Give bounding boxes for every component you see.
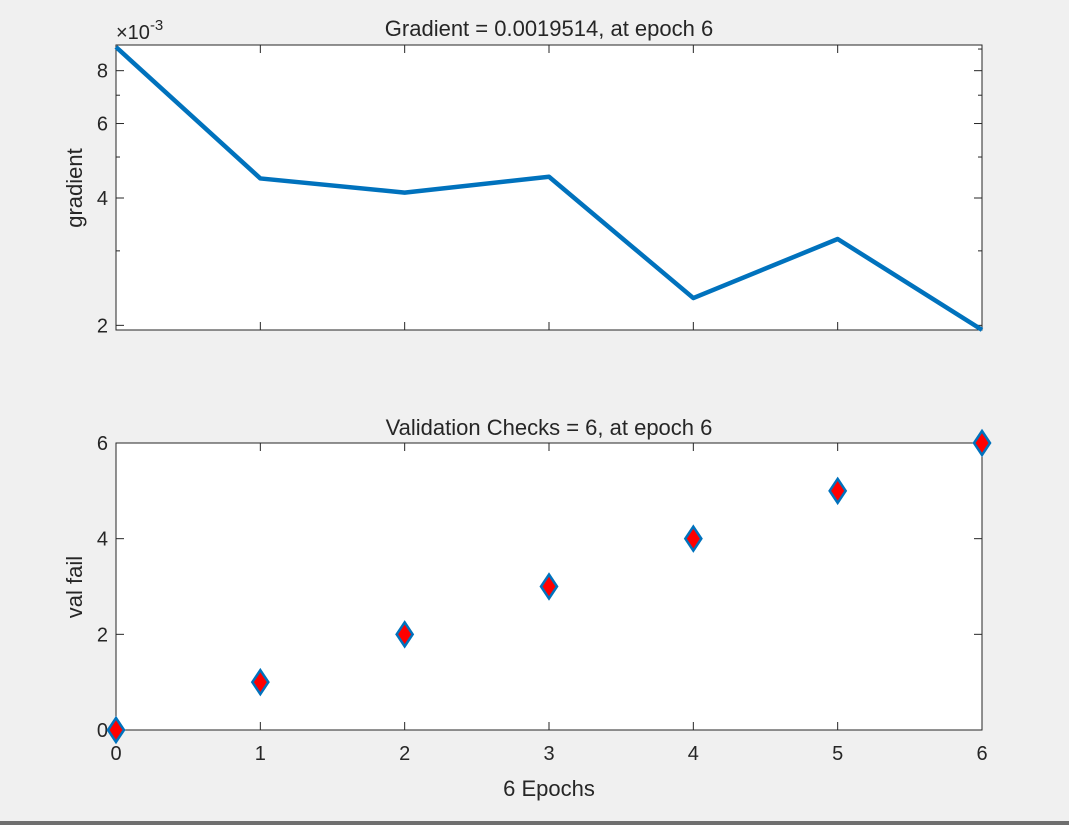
- validation-y-tick-label: 0: [97, 720, 108, 742]
- gradient-axes: 2 4 6 8: [97, 45, 983, 337]
- validation-axes: 0 1 2 3 4 5 6 0 2 4 6: [97, 433, 988, 765]
- window-bottom-border: [0, 821, 1069, 825]
- gradient-y-tick-label: 6: [97, 114, 108, 136]
- validation-y-axis-label: val fail: [62, 556, 87, 618]
- gradient-y-tick-label: 2: [97, 315, 108, 337]
- validation-x-tick-label: 6: [976, 743, 987, 765]
- gradient-y-tick-label: 8: [97, 61, 108, 83]
- validation-chart-title: Validation Checks = 6, at epoch 6: [386, 415, 713, 440]
- validation-x-tick-label: 3: [543, 743, 554, 765]
- gradient-chart: Gradient = 0.0019514, at epoch 6 gradien…: [62, 16, 984, 337]
- gradient-y-axis-label: gradient: [62, 148, 87, 228]
- validation-x-tick-label: 0: [110, 743, 121, 765]
- gradient-y-exponent: ×10-3: [116, 17, 163, 44]
- gradient-series: [114, 45, 984, 332]
- validation-point: [972, 428, 992, 458]
- validation-x-tick-label: 5: [832, 743, 843, 765]
- validation-point: [683, 524, 703, 553]
- gradient-y-exponent-power: -3: [150, 17, 163, 34]
- gradient-y-exponent-base: ×10: [116, 22, 150, 44]
- gradient-chart-title: Gradient = 0.0019514, at epoch 6: [385, 16, 713, 41]
- validation-y-tick-label: 4: [97, 529, 108, 551]
- gradient-y-tick-label: 4: [97, 188, 108, 210]
- gradient-line: [114, 45, 984, 332]
- validation-point: [828, 476, 848, 506]
- validation-series: [106, 428, 992, 745]
- validation-x-tick-label: 2: [399, 743, 410, 765]
- validation-point: [395, 620, 415, 649]
- validation-chart: Validation Checks = 6, at epoch 6 val fa…: [62, 415, 992, 801]
- validation-y-tick-label: 2: [97, 624, 108, 646]
- validation-x-tick-label: 4: [688, 743, 699, 765]
- validation-point: [250, 667, 270, 697]
- validation-point: [539, 572, 559, 601]
- gradient-plot-area: [115, 44, 983, 331]
- validation-x-axis-label: 6 Epochs: [503, 776, 595, 801]
- validation-x-tick-label: 1: [255, 743, 266, 765]
- validation-point: [106, 715, 126, 745]
- validation-y-tick-label: 6: [97, 433, 108, 455]
